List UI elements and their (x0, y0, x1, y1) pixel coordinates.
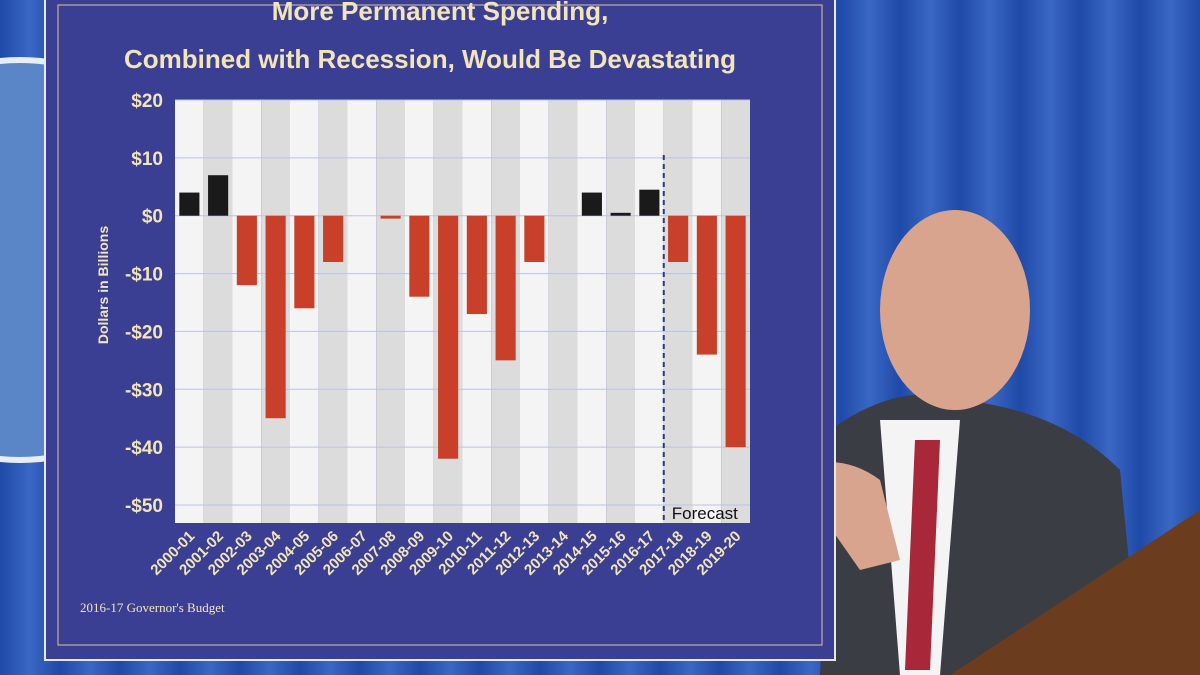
bar (524, 215, 545, 262)
bar (466, 215, 487, 315)
bar (179, 192, 200, 216)
bar (668, 215, 689, 262)
bar (725, 215, 746, 448)
chart-title: More Permanent Spending, (272, 0, 609, 26)
bar (380, 215, 401, 219)
column-stripe (405, 100, 434, 523)
plot (175, 99, 750, 523)
bar (495, 215, 516, 361)
bar (323, 215, 344, 262)
column-stripe (548, 100, 578, 523)
board-border (57, 4, 823, 646)
y-tick-label: -$40 (125, 438, 163, 459)
column-stripe (203, 100, 233, 523)
y-tick-label: $10 (131, 149, 163, 170)
bar (265, 215, 286, 419)
column-stripe (376, 100, 405, 523)
column-stripe (318, 100, 348, 523)
bar (409, 215, 430, 297)
annotation: Forecast (672, 504, 738, 523)
column-stripe (663, 100, 693, 523)
bar (610, 212, 631, 216)
y-tick-label: -$20 (125, 322, 163, 343)
column-stripe (635, 100, 664, 523)
column-stripe (347, 100, 377, 523)
y-tick-label: $0 (142, 207, 163, 228)
bar (639, 189, 660, 216)
column-stripe (290, 100, 319, 523)
bar (581, 192, 602, 216)
bar (438, 215, 459, 459)
column-stripe (175, 100, 204, 523)
y-axis-label: Dollars in Billions (95, 226, 111, 344)
bar (294, 215, 315, 309)
bar (208, 175, 229, 216)
source: 2016-17 Governor's Budget (80, 600, 225, 615)
chart-title: Combined with Recession, Would Be Devast… (124, 44, 736, 74)
bar (236, 215, 257, 286)
y-tick-label: -$50 (125, 496, 163, 517)
y-tick-label: -$30 (125, 380, 163, 401)
y-tick-label: $20 (131, 91, 163, 112)
column-stripe (232, 100, 262, 523)
column-stripe (577, 100, 607, 523)
y-tick-label: -$10 (125, 265, 163, 286)
column-stripe (520, 100, 549, 523)
bar (696, 215, 717, 355)
column-stripe (606, 100, 635, 523)
